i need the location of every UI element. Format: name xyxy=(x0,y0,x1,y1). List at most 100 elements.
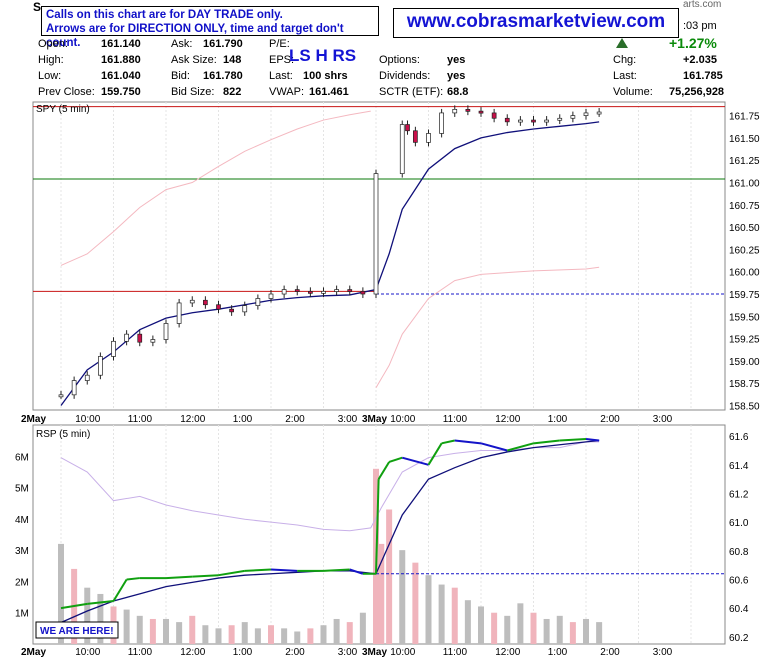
rsp-price-segment xyxy=(375,479,380,574)
rsp-price-segment xyxy=(506,442,534,452)
spy-candle xyxy=(203,299,208,306)
rsp-volume-bar xyxy=(136,615,143,644)
rsp-volume-bar xyxy=(359,612,366,644)
rsp-x-tick-label: 12:00 xyxy=(180,647,205,658)
rsp-x-tick-label: 10:00 xyxy=(390,647,415,658)
rsp-x-tick-label: 1:00 xyxy=(548,647,568,658)
rsp-price-segment xyxy=(377,461,390,480)
open-value: 161.140 xyxy=(101,38,141,50)
rsp-price-segment xyxy=(559,438,587,442)
rsp-volume-bar xyxy=(438,584,445,644)
rsp-volume-tick-label: 1M xyxy=(15,609,29,620)
rsp-x-tick-label: 11:00 xyxy=(443,647,468,658)
spy-candle xyxy=(268,293,274,299)
high-value: 161.880 xyxy=(101,54,141,66)
rsp-price-segment xyxy=(244,568,272,572)
rsp-x-tick-label: 12:00 xyxy=(495,647,520,658)
spy-candle xyxy=(137,333,143,343)
we-are-here-box xyxy=(35,621,119,639)
rsp-x-tick-label: 1:00 xyxy=(233,647,253,658)
spy-candle xyxy=(557,117,563,121)
spy-y-tick-label: 159.50 xyxy=(729,312,760,323)
rsp-volume-bar xyxy=(307,628,314,644)
spy-x-tick-label: 2:00 xyxy=(600,414,620,425)
prev-close-value: 159.750 xyxy=(101,86,141,98)
spy-y-tick-label: 161.50 xyxy=(729,134,760,145)
spy-candle xyxy=(281,289,287,295)
spy-y-tick-label: 160.00 xyxy=(729,268,760,279)
spy-candle xyxy=(504,117,510,123)
spy-y-tick-label: 161.75 xyxy=(729,112,760,123)
rsp-price-segment xyxy=(165,575,193,580)
spy-candle xyxy=(439,112,444,134)
rsp-volume-bar xyxy=(149,618,156,644)
rsp-volume-tick-label: 3M xyxy=(15,546,29,557)
chg-label: Chg: xyxy=(613,54,637,66)
spy-x-tick-label: 2:00 xyxy=(285,414,305,425)
last-size-value: 100 shrs xyxy=(303,70,348,82)
prev-close-label: Prev Close: xyxy=(38,86,95,98)
rsp-y-tick-label: 61.4 xyxy=(729,461,749,472)
spy-candle xyxy=(544,119,549,123)
spy-candle xyxy=(491,112,497,119)
rsp-volume-bar xyxy=(84,587,91,644)
rsp-volume-bar xyxy=(176,622,183,644)
rsp-volume-bar xyxy=(378,543,385,644)
spy-y-tick-label: 161.00 xyxy=(729,179,760,190)
rsp-price-segment xyxy=(218,569,245,577)
quote-header: S Calls on this chart are for DAY TRADE … xyxy=(33,0,725,102)
spy-candle xyxy=(334,289,339,292)
spy-candle xyxy=(478,110,484,114)
rsp-volume-bar xyxy=(281,628,288,644)
spy-x-tick-label: 3:00 xyxy=(653,414,673,425)
rsp-x-tick-label: 3:00 xyxy=(653,647,673,658)
rsp-volume-bar xyxy=(596,622,603,644)
spy-candle xyxy=(596,111,602,115)
spy-x-tick-label: 3:00 xyxy=(338,414,358,425)
rsp-y-tick-label: 61.6 xyxy=(729,432,749,443)
spy-candle xyxy=(216,304,221,310)
dividends-label: Dividends: xyxy=(379,70,431,82)
rsp-volume-bar xyxy=(202,625,209,644)
spy-x-tick-label: 12:00 xyxy=(495,414,520,425)
spy-ma-slow-line xyxy=(60,110,371,266)
spy-candle xyxy=(255,298,261,306)
volume-value: 75,256,928 xyxy=(669,86,725,98)
spy-candle xyxy=(308,290,313,294)
rsp-volume-bar xyxy=(228,625,235,644)
up-triangle-icon xyxy=(616,38,628,48)
spy-y-tick-label: 161.25 xyxy=(729,156,760,167)
spy-candle xyxy=(360,290,366,295)
rsp-x-tick-label: 3May xyxy=(362,647,387,658)
rsp-price-segment xyxy=(112,578,128,602)
spy-y-tick-label: 158.75 xyxy=(729,379,760,390)
spy-candle xyxy=(294,289,300,292)
rsp-volume-bar xyxy=(58,543,64,644)
options-label: Options: xyxy=(379,54,420,66)
spy-x-tick-label: 12:00 xyxy=(180,414,205,425)
rsp-y-tick-label: 60.4 xyxy=(729,604,749,615)
website-banner[interactable]: www.cobrasmarketview.com xyxy=(393,8,679,38)
rsp-volume-bar xyxy=(346,622,353,644)
spy-candle xyxy=(452,109,458,114)
we-are-here-label: WE ARE HERE! xyxy=(40,626,114,637)
rsp-y-tick-label: 60.8 xyxy=(729,547,749,558)
rsp-price-segment xyxy=(270,568,298,572)
spy-candle xyxy=(413,130,418,143)
spy-ma-slow-line-after xyxy=(375,266,600,388)
rsp-volume-tick-label: 5M xyxy=(15,484,29,495)
rsp-volume-tick-label: 2M xyxy=(15,577,29,588)
bid-value: 161.780 xyxy=(203,70,243,82)
spy-x-tick-label: 11:00 xyxy=(443,414,468,425)
spy-x-tick-label: 11:00 xyxy=(128,414,153,425)
spy-candle xyxy=(229,308,234,313)
spy-candle xyxy=(163,323,169,340)
bid-label: Bid: xyxy=(171,70,190,82)
spy-x-tick-label: 10:00 xyxy=(390,414,415,425)
spy-y-tick-label: 160.50 xyxy=(729,223,760,234)
spy-y-tick-label: 160.25 xyxy=(729,245,760,256)
rsp-volume-bar xyxy=(569,622,576,644)
last-value: 161.785 xyxy=(683,70,723,82)
spy-candle xyxy=(150,339,156,343)
ask-size-value: 148 xyxy=(223,54,242,66)
